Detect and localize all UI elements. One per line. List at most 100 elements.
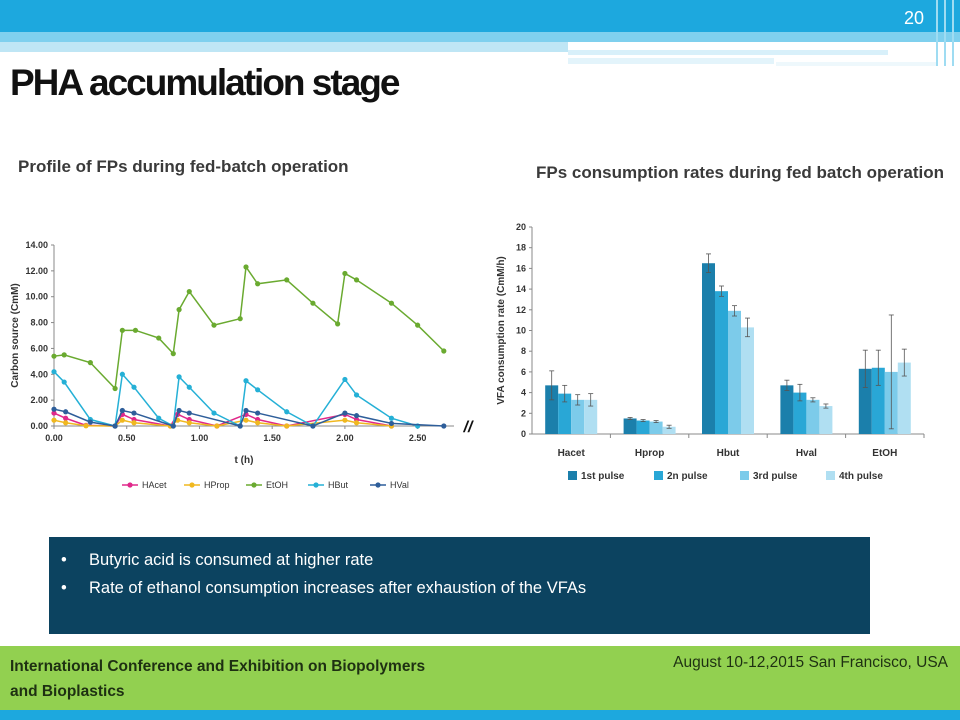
y-tick-label: 0 bbox=[521, 429, 526, 439]
data-point-etoh bbox=[61, 352, 67, 358]
legend-swatch bbox=[654, 471, 663, 480]
fp-profile-line-chart: 0.00 2.00 4.00 6.00 8.00 10.00 12.00 14.00 0.00 0… bbox=[10, 240, 474, 490]
data-point-hbut bbox=[186, 384, 192, 390]
bar-hbut bbox=[702, 263, 715, 434]
legend-label: 1st pulse bbox=[581, 471, 625, 482]
data-point-etoh bbox=[441, 348, 447, 354]
bar-hval bbox=[806, 399, 820, 434]
data-point-hval bbox=[186, 410, 192, 416]
data-point-hprop bbox=[353, 420, 360, 426]
legend-label: HVal bbox=[390, 480, 409, 490]
data-point-hval bbox=[176, 407, 182, 414]
vfa-consumption-bar-chart: 0 2 4 6 8 10 12 14 16 18 20 VFA consumption rate (C… bbox=[496, 222, 925, 482]
slide-title: PHA accumulation stage bbox=[10, 62, 400, 103]
bullet-icon: • bbox=[61, 551, 67, 569]
legend-marker-etoh bbox=[251, 482, 257, 488]
y-tick-label: 0.00 bbox=[30, 421, 48, 431]
x-axis-label: t (h) bbox=[235, 455, 254, 466]
finding-item: • Rate of ethanol consumption increases a… bbox=[61, 574, 586, 602]
bar-etoh bbox=[858, 368, 872, 434]
data-point-hval bbox=[119, 407, 125, 414]
data-point-hbut bbox=[61, 379, 67, 385]
data-point-hprop bbox=[214, 423, 220, 429]
x-tick-label: 2.50 bbox=[409, 433, 427, 443]
data-point-etoh bbox=[87, 360, 93, 366]
data-point-hval bbox=[51, 406, 57, 412]
data-point-hprop bbox=[119, 417, 125, 423]
legend-swatch bbox=[740, 471, 749, 480]
data-point-etoh bbox=[310, 300, 316, 306]
legend-swatch bbox=[826, 471, 835, 480]
data-point-hbut bbox=[353, 392, 360, 398]
y-tick-label: 6.00 bbox=[30, 343, 48, 353]
legend-label: 4th pulse bbox=[839, 471, 883, 482]
data-point-etoh bbox=[51, 353, 57, 359]
data-point-hval bbox=[388, 420, 395, 427]
x-tick-label: 1.50 bbox=[263, 433, 281, 443]
series-line-hval bbox=[53, 408, 444, 427]
data-point-hbut bbox=[156, 415, 162, 421]
data-point-etoh bbox=[119, 327, 125, 333]
data-point-hprop bbox=[243, 417, 249, 423]
bar-hval bbox=[793, 392, 807, 434]
y-tick-label: 14.00 bbox=[25, 240, 48, 250]
bar-hacet bbox=[545, 385, 559, 434]
y-tick-label: 8.00 bbox=[30, 318, 48, 328]
bar-etoh bbox=[897, 362, 911, 434]
axis-break-marker: // bbox=[463, 419, 474, 436]
data-point-etoh bbox=[170, 351, 176, 357]
legend-marker-hbut bbox=[313, 482, 319, 488]
header-stripe bbox=[0, 32, 960, 42]
series-line-etoh bbox=[53, 264, 445, 391]
bar-hprop bbox=[662, 426, 676, 434]
x-tick-label: 0.00 bbox=[45, 433, 63, 443]
data-point-hbut bbox=[131, 384, 137, 390]
finding-text: Rate of ethanol consumption increases af… bbox=[89, 579, 587, 597]
data-point-hbut bbox=[51, 369, 57, 375]
data-point-etoh bbox=[211, 322, 217, 328]
category-label: Hprop bbox=[635, 448, 664, 459]
legend-marker-hval bbox=[375, 482, 381, 488]
data-point-hacet bbox=[51, 410, 57, 416]
data-point-hprop bbox=[186, 420, 192, 426]
conference-name: International Conference and Exhibition … bbox=[10, 658, 426, 700]
legend-label: 3rd pulse bbox=[753, 471, 798, 482]
data-point-etoh bbox=[132, 327, 139, 333]
y-tick-label: 18 bbox=[516, 243, 526, 253]
x-tick-label: 0.50 bbox=[118, 433, 136, 443]
data-point-etoh bbox=[342, 270, 348, 277]
category-label: Hval bbox=[796, 448, 817, 459]
data-point-hval bbox=[353, 413, 360, 419]
data-point-hval bbox=[131, 410, 137, 416]
footer-bar bbox=[0, 646, 960, 710]
legend-label: HProp bbox=[204, 480, 230, 490]
bar-hprop bbox=[649, 421, 663, 434]
y-axis-label: Carbon source (CmM) bbox=[10, 283, 21, 387]
bar-hval bbox=[819, 406, 833, 434]
y-tick-label: 10.00 bbox=[25, 292, 48, 302]
data-point-etoh bbox=[243, 264, 249, 270]
header-stripe bbox=[776, 62, 936, 66]
header-line bbox=[952, 0, 954, 66]
data-point-etoh bbox=[112, 385, 118, 392]
y-tick-label: 2.00 bbox=[30, 395, 48, 405]
legend-swatch bbox=[568, 471, 577, 480]
header-line bbox=[936, 0, 938, 66]
bar-hbut bbox=[741, 327, 754, 434]
bar-hacet bbox=[571, 399, 585, 434]
data-point-hval bbox=[87, 419, 93, 425]
data-point-hbut bbox=[243, 378, 249, 384]
data-point-hval bbox=[243, 407, 249, 414]
finding-item: • Butyric acid is consumed at higher rate bbox=[61, 546, 586, 574]
x-tick-label: 1.00 bbox=[191, 433, 209, 443]
finding-text: Butyric acid is consumed at higher rate bbox=[89, 551, 374, 569]
data-point-etoh bbox=[415, 322, 421, 328]
data-point-hval bbox=[112, 423, 118, 429]
data-point-hprop bbox=[131, 420, 137, 426]
data-point-hval bbox=[170, 423, 176, 429]
y-tick-label: 4 bbox=[521, 388, 526, 398]
data-point-hval bbox=[342, 410, 348, 416]
data-point-etoh bbox=[176, 307, 182, 313]
bar-hacet bbox=[584, 399, 598, 434]
bar-hbut bbox=[715, 291, 728, 434]
